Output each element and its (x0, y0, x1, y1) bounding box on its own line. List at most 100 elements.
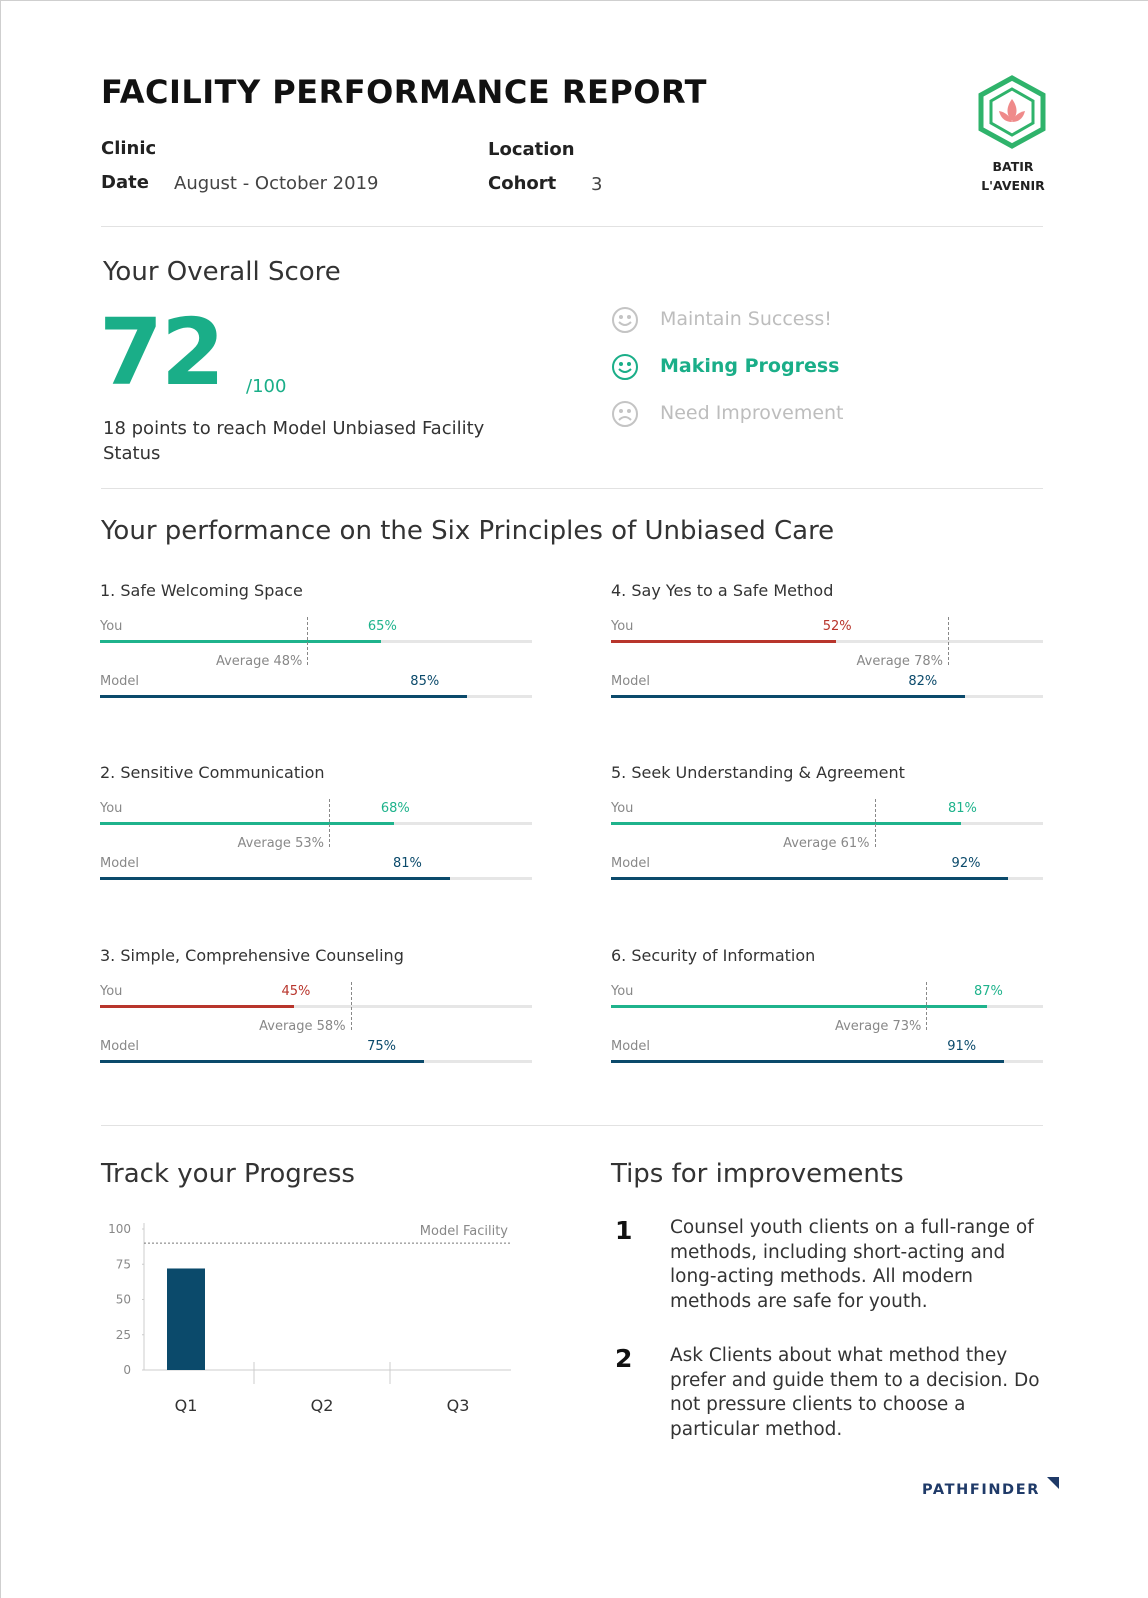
average-line (307, 617, 309, 665)
average-line (947, 617, 949, 665)
overall-max: /100 (246, 376, 287, 397)
logo-line: L'AVENIR (981, 178, 1045, 193)
y-tick-label: 25 (116, 1328, 131, 1342)
footer-brand: PATHFINDER (922, 1482, 1040, 1498)
x-tick-label: Q1 (175, 1396, 198, 1415)
principle-title: 4. Say Yes to a Safe Method (611, 581, 834, 600)
divider (101, 488, 1043, 489)
mouth (618, 321, 632, 326)
model-line-label: Model Facility (420, 1224, 508, 1239)
overall-score: 72 (99, 299, 225, 406)
average-label: Average 48% (215, 654, 303, 669)
principle-title: 3. Simple, Comprehensive Counseling (100, 946, 404, 965)
y-tick-label: 100 (108, 1222, 131, 1236)
model-value: 85% (410, 674, 440, 689)
you-value: 52% (822, 619, 852, 634)
eye (627, 362, 631, 366)
average-label: Average 53% (237, 836, 324, 851)
model-bar (611, 877, 1009, 880)
location-label: Location (488, 139, 575, 160)
logo-mark (978, 75, 1046, 149)
overall-note: 18 points to reach Model Unbiased Facili… (103, 418, 485, 464)
model-value: 92% (951, 856, 981, 871)
average-line (874, 799, 876, 847)
face-outline (612, 307, 638, 333)
clinic-label: Clinic (101, 138, 157, 159)
you-label: You (100, 984, 123, 999)
status-icon (612, 354, 638, 380)
mouth (618, 416, 632, 421)
eye (627, 409, 631, 413)
x-tick-label: Q3 (447, 1396, 470, 1415)
face (612, 401, 638, 427)
average-label: Average 78% (856, 654, 943, 669)
tips-heading: Tips for improvements (611, 1159, 904, 1189)
model-bar (611, 695, 966, 698)
report-title: FACILITY PERFORMANCE REPORT (101, 73, 707, 111)
principle-title: 5. Seek Understanding & Agreement (611, 763, 905, 782)
you-bar (611, 640, 836, 643)
principle-block: 2. Sensitive Communication You 68% Average … (100, 763, 532, 883)
model-value: 81% (393, 856, 422, 871)
average-line (328, 799, 330, 847)
tip-number: 2 (615, 1344, 633, 1373)
status-label: Making Progress (660, 355, 840, 377)
average-line (350, 982, 352, 1030)
mouth (618, 368, 632, 373)
y-tick-label: 0 (123, 1363, 131, 1377)
status-label: Maintain Success! (660, 308, 832, 330)
progress-chart: 0 25 50 75 100 Model Facility Q1 Q2 Q3 (108, 1222, 511, 1415)
you-label: You (611, 619, 634, 634)
cohort-value: 3 (591, 174, 603, 195)
status-label: Need Improvement (660, 402, 844, 424)
brand-mark (1047, 1477, 1059, 1489)
you-label: You (100, 619, 123, 634)
eye (619, 362, 623, 366)
principle-block: 3. Simple, Comprehensive Counseling You 45… (100, 946, 532, 1066)
average-line (926, 982, 928, 1030)
eye (619, 409, 623, 413)
divider (101, 1125, 1043, 1126)
you-bar (100, 822, 394, 825)
model-value: 75% (367, 1039, 396, 1054)
principle-block: 4. Say Yes to a Safe Method You 52% Average… (611, 581, 1043, 701)
you-value: 81% (948, 801, 977, 816)
average-label: Average 61% (783, 836, 870, 851)
status-icon (612, 401, 638, 427)
overall-heading: Your Overall Score (103, 257, 341, 287)
you-value: 87% (973, 984, 1003, 999)
principle-title: 6. Security of Information (611, 946, 816, 965)
logo-text: BATIR L'AVENIR (963, 157, 1063, 195)
principle-block: 1. Safe Welcoming Space You 65% Average 48%… (100, 581, 532, 701)
principle-block: 5. Seek Understanding & Agreement You 81% A… (611, 763, 1043, 883)
model-bar (611, 1060, 1005, 1063)
logo-line: BATIR (992, 159, 1034, 174)
principle-title: 1. Safe Welcoming Space (100, 581, 303, 600)
y-tick-label: 75 (116, 1257, 131, 1271)
you-value: 68% (380, 801, 410, 816)
model-label: Model (100, 674, 140, 689)
tip-text: Ask Clients about what method they prefe… (670, 1345, 1040, 1440)
average-label: Average 73% (834, 1019, 922, 1034)
principle-block: 6. Security of Information You 87% Average … (611, 946, 1043, 1066)
model-label: Model (611, 1039, 651, 1054)
eye (619, 315, 623, 319)
model-label: Model (611, 674, 651, 689)
tip-text: Counsel youth clients on a full-range of… (670, 1217, 1034, 1312)
you-bar (611, 822, 961, 825)
eye (627, 315, 631, 319)
bar (167, 1268, 205, 1370)
principles-heading: Your performance on the Six Principles o… (101, 516, 835, 546)
you-value: 65% (367, 619, 397, 634)
divider (101, 226, 1043, 227)
model-bar (100, 1060, 424, 1063)
you-bar (611, 1005, 987, 1008)
you-label: You (611, 984, 634, 999)
model-bar (100, 695, 468, 698)
status-icon (612, 307, 638, 333)
average-label: Average 58% (259, 1019, 346, 1034)
date-label: Date (101, 172, 149, 193)
model-label: Model (611, 856, 651, 871)
you-label: You (100, 801, 123, 816)
